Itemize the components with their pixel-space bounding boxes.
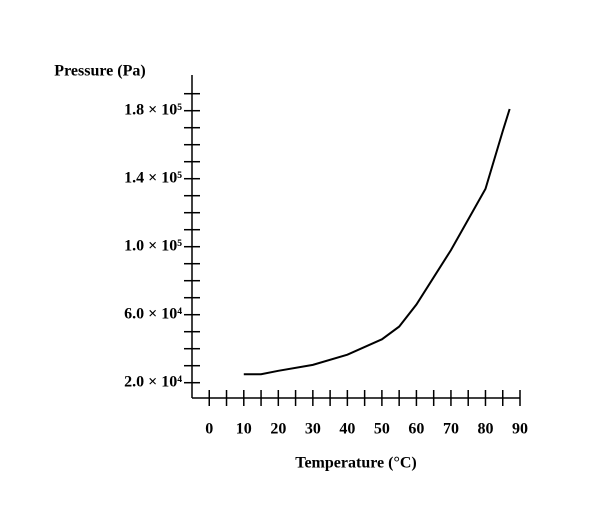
x-tick-label: 0 (205, 421, 213, 438)
y-axis-title: Pressure (Pa) (54, 63, 145, 80)
x-tick-label: 50 (374, 421, 390, 438)
y-tick-label: 1.4 × 10⁵ (124, 169, 182, 186)
y-tick-label: 1.8 × 10⁵ (124, 101, 182, 118)
x-tick-label: 40 (339, 421, 355, 438)
x-tick-label: 10 (236, 421, 252, 438)
x-tick-label: 70 (443, 421, 459, 438)
y-tick-label: 2.0 × 10⁴ (124, 373, 182, 390)
x-tick-label: 80 (477, 421, 493, 438)
x-axis-title: Temperature (°C) (295, 455, 416, 472)
curve (243, 108, 511, 376)
x-tick-label: 90 (512, 421, 528, 438)
x-tick-label: 30 (305, 421, 321, 438)
x-tick-label: 20 (270, 421, 286, 438)
x-tick-label: 60 (408, 421, 424, 438)
y-tick-label: 1.0 × 10⁵ (124, 237, 182, 254)
y-tick-label: 6.0 × 10⁴ (124, 305, 182, 322)
